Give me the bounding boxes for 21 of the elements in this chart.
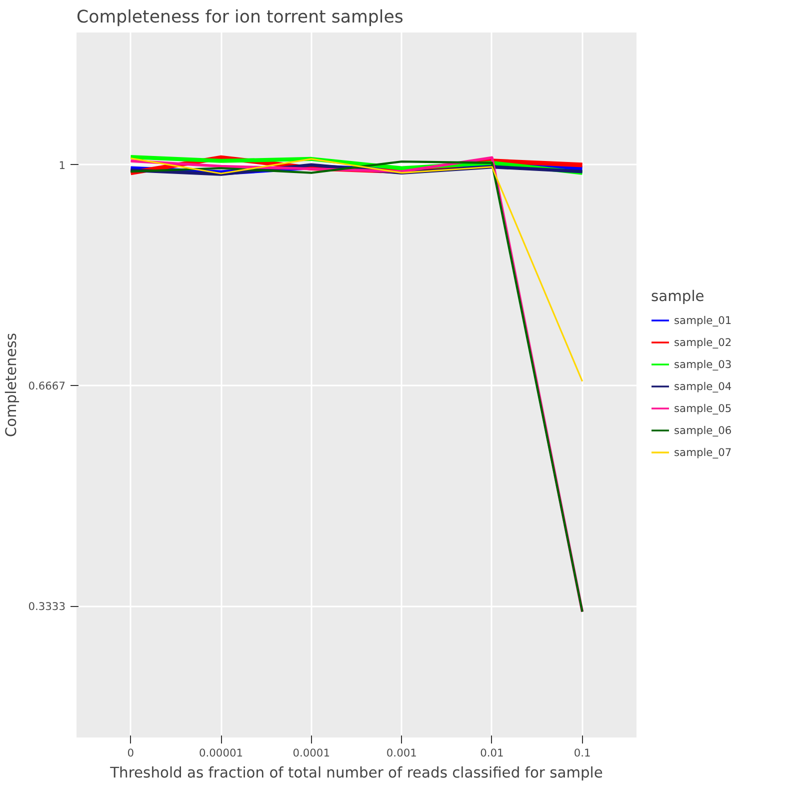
y-tick-label: 0.3333	[28, 600, 66, 614]
legend-label: sample_04	[674, 380, 732, 392]
chart-title: Completeness for ion torrent samples	[76, 8, 404, 28]
x-axis-title: Threshold as fraction of total number of reads classified for sample	[109, 764, 603, 782]
legend-label: sample_06	[674, 424, 732, 436]
line-series	[130, 157, 584, 382]
legend-label: sample_05	[674, 402, 732, 414]
y-tick-label: 0.6667	[28, 380, 66, 393]
x-tick-label: 0	[127, 746, 134, 760]
x-tick-label: 0.0001	[292, 746, 330, 760]
legend-label: sample_03	[674, 358, 732, 370]
x-tick-label: 0.00001	[198, 746, 244, 760]
y-tick-label: 1	[58, 158, 66, 172]
legend-label: sample_07	[674, 446, 732, 458]
x-tick-label: 0.1	[574, 746, 591, 760]
x-tick-label: 0.001	[386, 746, 417, 760]
y-axis-title: Completeness	[3, 332, 20, 438]
x-tick-label: 0.01	[480, 746, 504, 760]
legend-label: sample_02	[674, 336, 732, 348]
legend-label: sample_01	[674, 314, 732, 326]
legend-title: sample	[651, 288, 706, 305]
